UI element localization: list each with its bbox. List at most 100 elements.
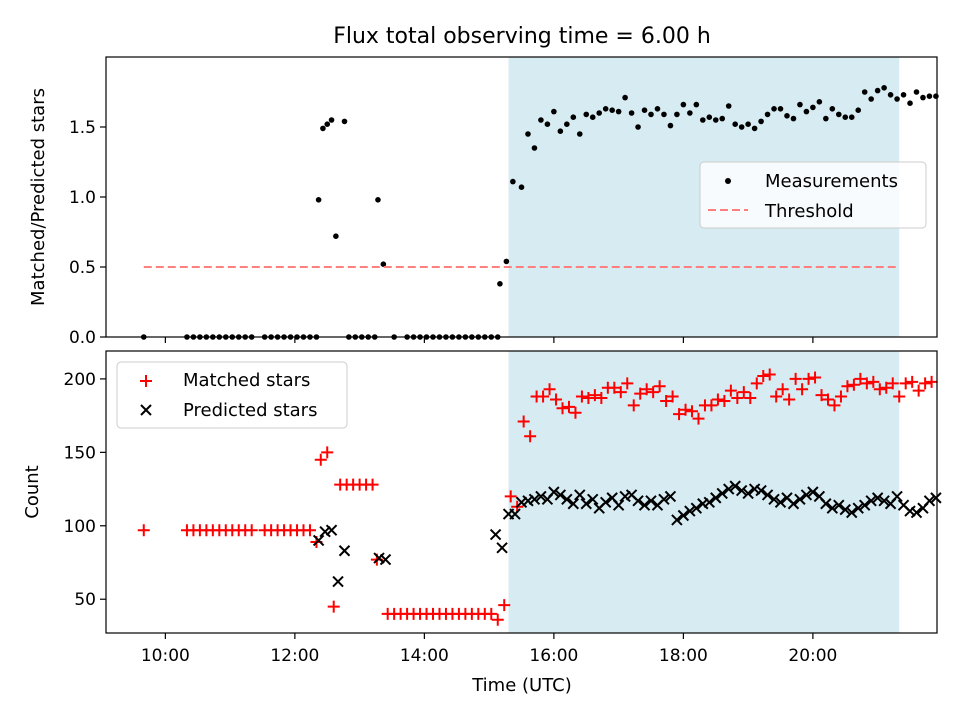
bottom-matched-stars-marker xyxy=(327,600,340,613)
bottom-matched-stars-marker xyxy=(366,478,379,491)
bottom-matched-stars-marker xyxy=(893,390,906,403)
x-axis-label: Time (UTC) xyxy=(471,675,572,696)
bottom-predicted-stars-marker xyxy=(865,495,877,507)
top-measurements-point xyxy=(687,110,693,116)
top-legend-frame xyxy=(699,161,927,229)
top-measurements-point xyxy=(725,103,732,109)
bottom-predicted-stars-marker xyxy=(312,534,325,547)
top-measurements-point xyxy=(674,111,680,118)
bottom-matched-stars-marker xyxy=(582,392,595,404)
bottom-predicted-stars-marker xyxy=(891,490,903,503)
top-measurements-point xyxy=(855,107,862,113)
bottom-matched-stars-marker xyxy=(314,453,327,466)
legend-predicted-marker xyxy=(140,404,152,416)
legend-measurements-marker xyxy=(725,178,731,184)
bottom-predicted-stars-marker xyxy=(567,498,580,510)
bottom-matched-stars-marker xyxy=(498,599,511,612)
top-measurements-point xyxy=(564,121,570,127)
top-measurements-point xyxy=(380,261,387,268)
bottom-shaded-span xyxy=(508,351,900,633)
top-y-tick-label: 1.5 xyxy=(69,118,96,138)
bottom-matched-stars-marker xyxy=(686,405,699,418)
top-measurements-point xyxy=(700,117,706,123)
bottom-matched-stars-marker xyxy=(647,386,660,399)
top-measurements-point xyxy=(680,101,687,108)
top-measurements-point xyxy=(518,184,525,190)
top-measurements-point xyxy=(861,89,868,95)
bottom-matched-stars-marker xyxy=(575,390,588,403)
bottom-matched-stars-marker xyxy=(653,380,666,393)
top-measurements-point xyxy=(570,114,577,120)
top-measurements-point xyxy=(557,128,564,134)
bottom-matched-stars-marker xyxy=(770,390,783,403)
bottom-predicted-stars-marker xyxy=(561,493,573,506)
legend-threshold-label: Threshold xyxy=(764,201,854,222)
bottom-predicted-stars-marker xyxy=(338,545,351,557)
top-measurements-point xyxy=(751,125,758,132)
bottom-matched-stars-marker xyxy=(673,408,686,421)
bottom-y-tick-label: 50 xyxy=(74,590,96,610)
bottom-predicted-stars-marker xyxy=(871,492,884,504)
top-measurements-point xyxy=(738,124,745,130)
top-measurements-point xyxy=(926,93,933,99)
bottom-predicted-stars-marker xyxy=(833,499,845,511)
bottom-predicted-stars-marker xyxy=(612,499,625,511)
bottom-matched-stars-marker xyxy=(724,384,737,397)
top-measurements-point xyxy=(375,197,381,203)
bottom-matched-stars-marker xyxy=(757,369,770,382)
bottom-matched-stars-marker xyxy=(491,613,504,626)
bottom-predicted-stars-marker xyxy=(852,502,864,514)
bottom-matched-stars-marker xyxy=(744,392,757,404)
bottom-matched-stars-marker xyxy=(860,377,873,390)
top-measurements-point xyxy=(907,100,913,106)
bottom-predicted-stars-marker xyxy=(794,493,806,506)
bottom-predicted-stars-marker xyxy=(599,496,612,508)
bottom-predicted-stars-marker xyxy=(839,503,851,516)
bottom-y-tick-label: 200 xyxy=(64,370,96,390)
bottom-predicted-stars-marker xyxy=(677,509,690,522)
bottom-y-axis-label: Count xyxy=(22,465,43,518)
bottom-predicted-stars-marker xyxy=(923,495,936,507)
bottom-matched-stars-marker xyxy=(608,381,621,394)
bottom-x-tick-label: 20:00 xyxy=(788,646,837,666)
bottom-predicted-stars-marker xyxy=(489,528,502,541)
chart-title: Flux total observing time = 6.00 h xyxy=(333,24,711,49)
bottom-predicted-stars-marker xyxy=(325,524,338,536)
top-measurements-point xyxy=(667,122,674,129)
bottom-predicted-stars-marker xyxy=(496,542,508,554)
top-measurements-point xyxy=(810,104,816,111)
bottom-predicted-stars-marker xyxy=(930,492,942,504)
top-measurements-point xyxy=(881,85,887,91)
top-measurements-point xyxy=(544,121,551,127)
top-measurements-point xyxy=(589,114,596,120)
bottom-predicted-stars-marker xyxy=(807,486,819,498)
top-measurements-point xyxy=(719,115,726,122)
top-measurements-point xyxy=(894,96,900,102)
bottom-predicted-stars-marker xyxy=(878,495,890,507)
bottom-predicted-stars-marker xyxy=(379,553,392,566)
top-measurements-point xyxy=(622,94,628,101)
bottom-matched-stars-marker xyxy=(660,394,673,407)
top-measurements-point xyxy=(497,281,503,287)
top-measurements-point xyxy=(635,124,641,130)
bottom-predicted-stars-marker xyxy=(703,496,715,508)
bottom-matched-stars-marker xyxy=(543,383,556,396)
top-measurements-point xyxy=(933,93,939,99)
top-measurements-point xyxy=(531,145,538,151)
bottom-predicted-stars-marker xyxy=(846,506,858,519)
bottom-matched-stars-marker xyxy=(550,393,563,406)
top-measurements-point xyxy=(641,107,648,113)
bottom-matched-stars-marker xyxy=(627,399,640,412)
top-measurements-point xyxy=(693,101,700,108)
top-measurements-point xyxy=(920,94,926,101)
top-measurements-point xyxy=(848,114,855,120)
bottom-matched-stars-marker xyxy=(834,390,847,403)
top-measurements-point xyxy=(764,111,771,118)
bottom-predicted-stars-marker xyxy=(332,575,344,588)
legend-matched-label: Matched stars xyxy=(183,370,310,391)
top-measurements-point xyxy=(900,92,907,98)
top-measurements-point xyxy=(816,99,823,105)
top-y-tick-label: 0.0 xyxy=(69,328,96,348)
top-measurements-point xyxy=(835,111,842,118)
